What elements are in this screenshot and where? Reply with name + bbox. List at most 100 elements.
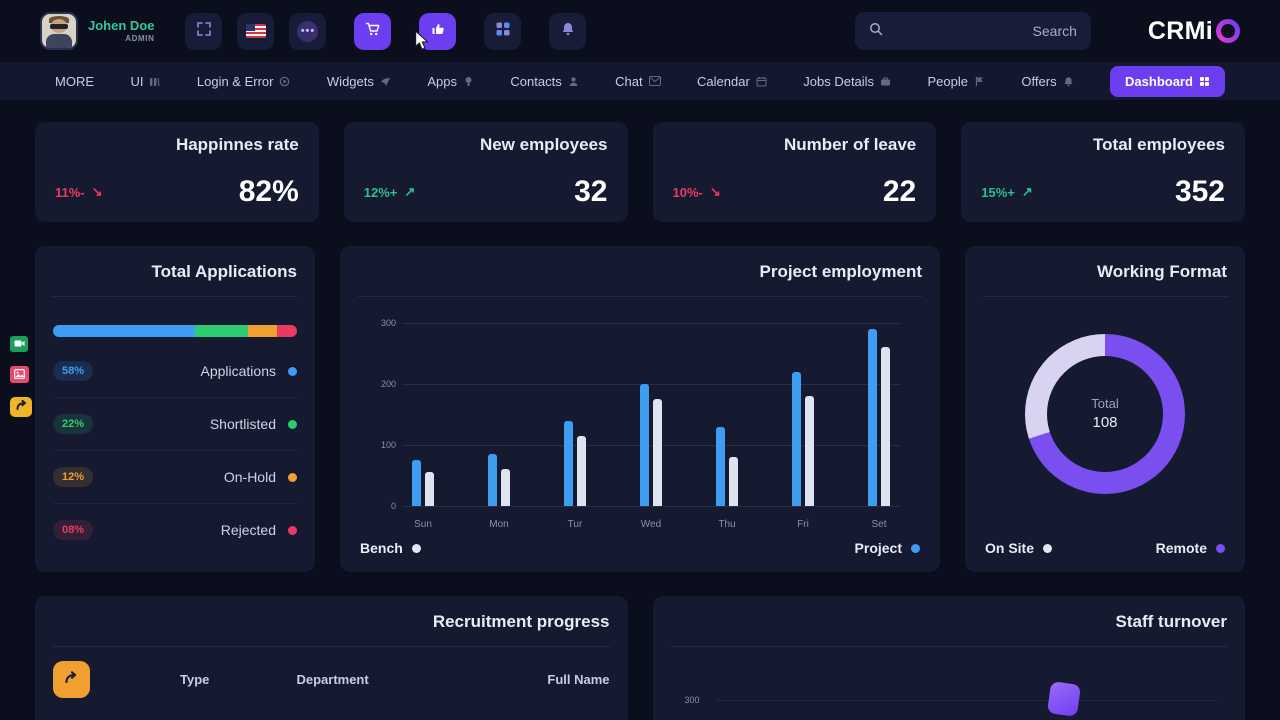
- recruitment-share-button[interactable]: [53, 661, 90, 698]
- nav-item-apps[interactable]: Apps: [427, 74, 474, 89]
- x-tick-label: Sun: [414, 519, 432, 530]
- bar-project[interactable]: [488, 454, 497, 506]
- row-label: On-Hold: [223, 469, 276, 485]
- image-capture-button[interactable]: [10, 366, 29, 383]
- fullscreen-button[interactable]: [185, 12, 223, 50]
- bar-group: Sun: [412, 323, 434, 530]
- bar-bench[interactable]: [425, 472, 434, 506]
- stat-value: 32: [574, 175, 608, 208]
- video-capture-button[interactable]: [10, 336, 28, 352]
- lamp-icon: [463, 76, 474, 87]
- nav-item-contacts[interactable]: Contacts: [510, 74, 578, 89]
- apps-grid-button[interactable]: [484, 12, 522, 50]
- card-title: Project employment: [358, 262, 922, 297]
- nav-item-jobs-details[interactable]: Jobs Details: [803, 74, 891, 89]
- stat-title: Total employees: [1093, 135, 1225, 154]
- bar-project[interactable]: [716, 426, 725, 506]
- bar-bench[interactable]: [501, 469, 510, 506]
- trend-down-icon: ↘: [91, 184, 103, 199]
- column-header-type[interactable]: Type: [180, 672, 210, 687]
- bar-group: Set: [868, 323, 890, 530]
- trend-down-icon: ↘: [709, 184, 721, 199]
- bar-project[interactable]: [412, 460, 421, 506]
- cart-button[interactable]: [354, 12, 392, 50]
- row-label: Applications: [200, 363, 277, 379]
- bar-project[interactable]: [640, 384, 649, 506]
- nav-item-widgets[interactable]: Widgets: [327, 74, 391, 89]
- share-quick-button[interactable]: [10, 397, 32, 417]
- column-header-department[interactable]: Department: [296, 672, 369, 687]
- bar-project[interactable]: [868, 329, 877, 506]
- legend-remote[interactable]: Remote: [1156, 540, 1225, 556]
- project-employment-chart: 300 200 100 0 Sun Mon Tur Wed Thu Fri Set: [358, 315, 922, 530]
- pe-legend: Bench Project: [358, 540, 922, 556]
- application-row-rejected[interactable]: 08% Rejected: [53, 504, 297, 556]
- quick-menu-button[interactable]: •••: [289, 12, 327, 50]
- search-input[interactable]: [890, 23, 1077, 39]
- card-title: Total Applications: [53, 262, 297, 297]
- row-label: Rejected: [220, 522, 276, 538]
- application-row-on-hold[interactable]: 12% On-Hold: [53, 451, 297, 504]
- nav-item-dashboard[interactable]: Dashboard: [1110, 65, 1225, 97]
- bar-project[interactable]: [564, 420, 573, 506]
- card-title: Working Format: [983, 262, 1227, 297]
- bar-bench[interactable]: [653, 399, 662, 506]
- bar-bench[interactable]: [805, 396, 814, 506]
- search-box[interactable]: [854, 12, 1091, 50]
- working-format-card: Working Format Total 108 On Site Remote: [965, 246, 1245, 572]
- bar-bench[interactable]: [577, 435, 586, 506]
- column-header-full-name[interactable]: Full Name: [547, 672, 610, 687]
- legend-dot: [411, 543, 421, 553]
- y-tick-label: 300: [684, 695, 700, 705]
- language-flag-button[interactable]: [237, 12, 275, 50]
- donut-center-label: Total: [1091, 396, 1119, 411]
- staff-turnover-illustration: [1046, 681, 1082, 717]
- bar-project[interactable]: [792, 371, 801, 506]
- y-tick-label: 200: [380, 379, 396, 389]
- calendar-icon: [756, 76, 767, 87]
- topbar: Johen Doe ADMIN •••: [0, 0, 1280, 62]
- bar-group: Wed: [640, 323, 662, 530]
- nav-item-login-error[interactable]: Login & Error: [197, 74, 291, 89]
- nav-item-more[interactable]: MORE: [55, 74, 94, 89]
- legend-dot: [288, 472, 297, 482]
- donut-wrap: Total 108: [983, 297, 1227, 530]
- y-tick-label: 0: [390, 501, 396, 511]
- nav-label: UI: [130, 73, 144, 89]
- legend-on-site[interactable]: On Site: [985, 540, 1053, 556]
- nav-label: Jobs Details: [803, 73, 875, 89]
- gridline: 0: [391, 501, 900, 511]
- notifications-button[interactable]: [549, 12, 587, 50]
- nav-item-chat[interactable]: Chat: [615, 73, 661, 89]
- pe-gridarea: 300 200 100 0: [381, 318, 900, 511]
- nav-item-ui[interactable]: UI: [130, 74, 160, 89]
- nav-item-calendar[interactable]: Calendar: [697, 74, 767, 89]
- legend-dot: [288, 419, 297, 429]
- staff-turnover-chart: 300: [671, 657, 1228, 720]
- bar-bench[interactable]: [881, 347, 890, 506]
- stat-delta: 12%+ ↗: [363, 184, 416, 200]
- person-icon: [568, 76, 579, 87]
- user-avatar[interactable]: [40, 12, 78, 50]
- bar-group: Tur: [564, 323, 586, 530]
- x-tick-label: Tur: [567, 519, 583, 530]
- y-tick-label: 100: [380, 440, 396, 450]
- brand-logo: CRMi: [1148, 17, 1240, 46]
- nav-item-offers[interactable]: Offers: [1021, 74, 1073, 89]
- user-chip[interactable]: Johen Doe ADMIN: [40, 12, 154, 50]
- nav-item-people[interactable]: People: [928, 74, 985, 89]
- thumbs-up-icon: [430, 21, 446, 42]
- nav-label: Chat: [615, 73, 643, 89]
- logo-mark-icon: [1216, 19, 1240, 43]
- pct-badge: 22%: [53, 414, 94, 434]
- stacked-segment: [277, 325, 297, 337]
- application-row-shortlisted[interactable]: 22% Shortlisted: [53, 398, 297, 451]
- legend-project[interactable]: Project: [855, 540, 920, 556]
- stat-delta: 15%+ ↗: [981, 184, 1033, 200]
- dashboard-grid-icon: [1199, 76, 1210, 87]
- thumbs-up-button[interactable]: [419, 12, 457, 50]
- application-row-applications[interactable]: 58% Applications: [53, 345, 297, 398]
- bar-bench[interactable]: [729, 457, 738, 506]
- legend-bench[interactable]: Bench: [360, 540, 421, 556]
- nav-label: Login & Error: [196, 73, 274, 89]
